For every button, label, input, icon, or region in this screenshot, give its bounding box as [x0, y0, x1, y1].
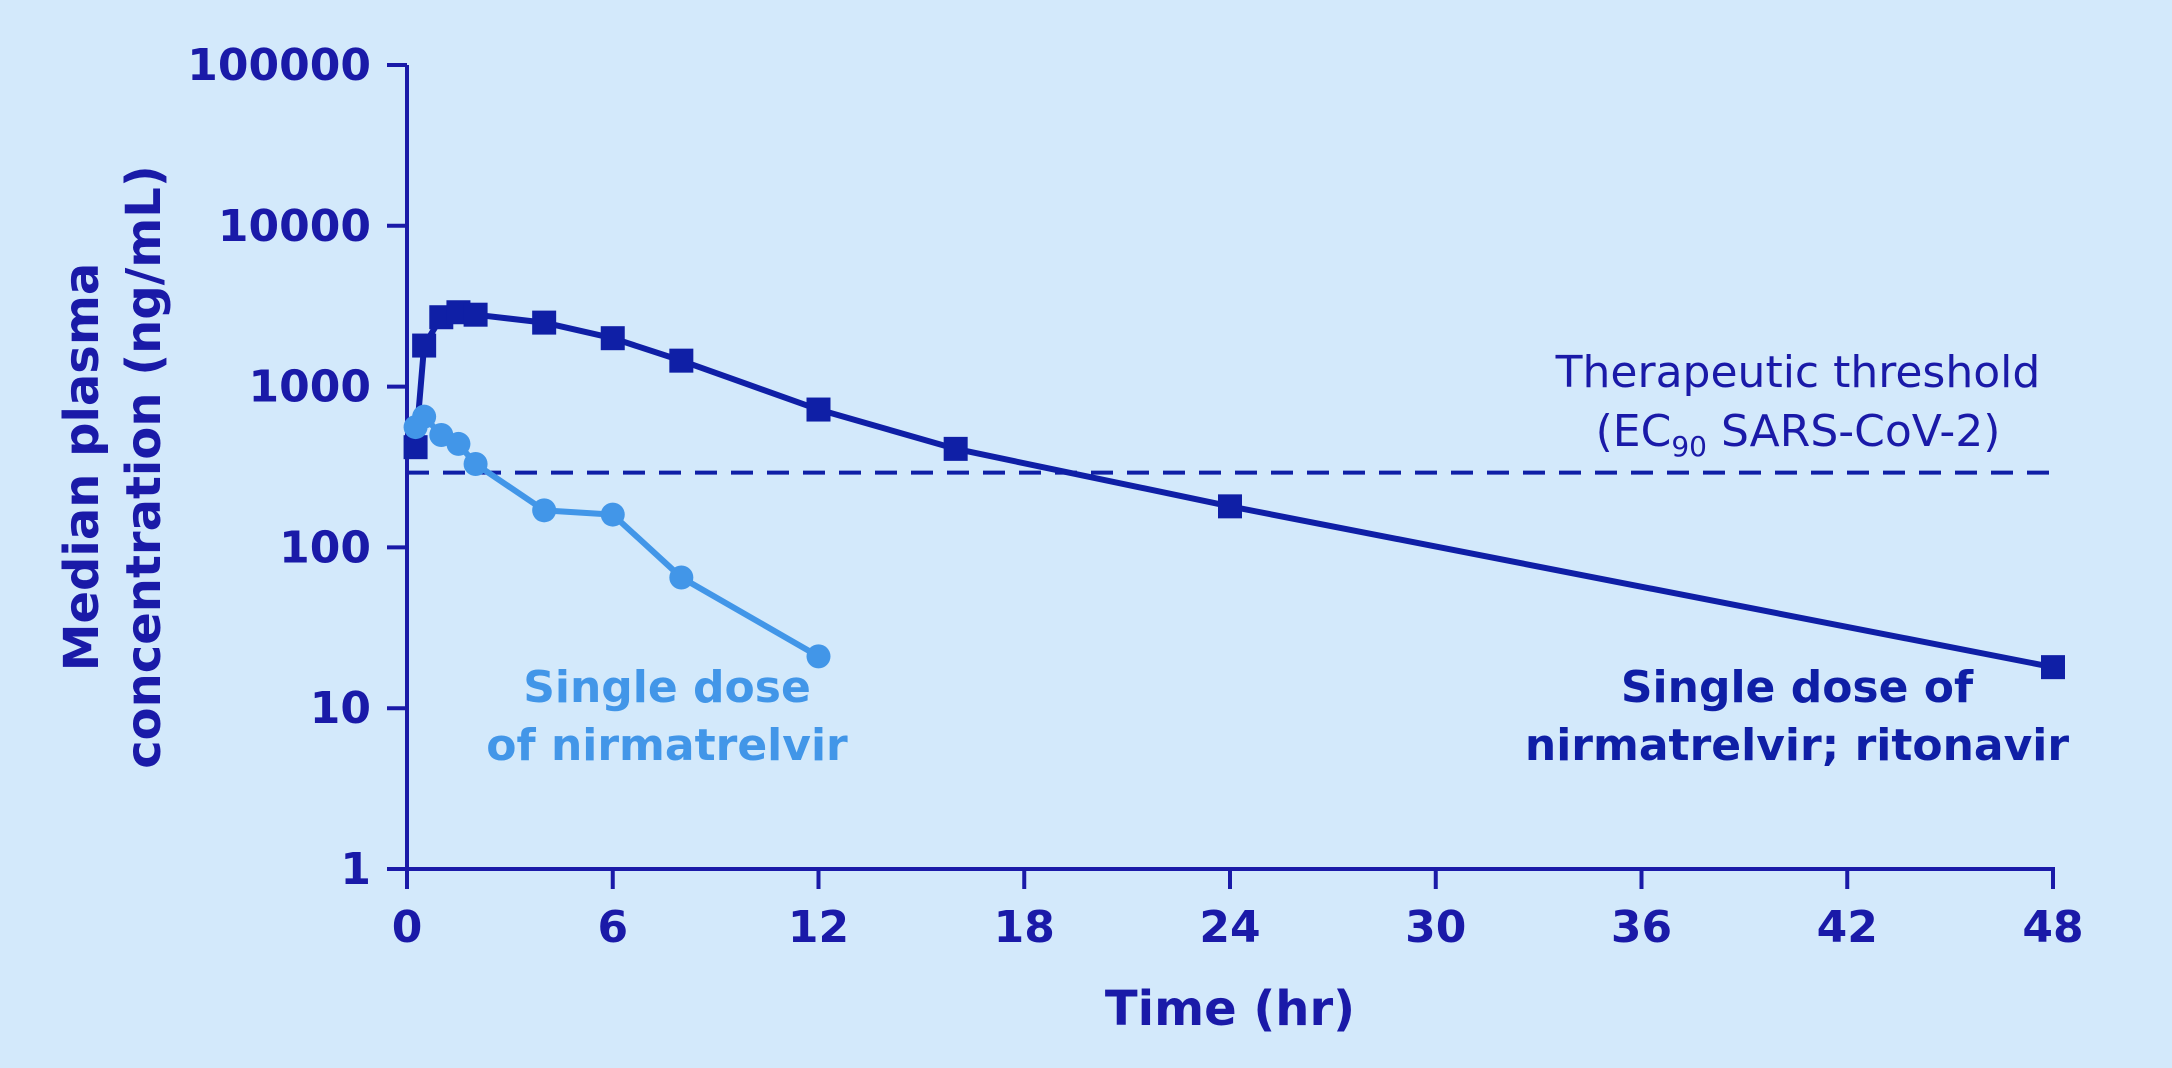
y-axis-title-line1: Median plasma — [54, 263, 110, 672]
series-label-dark-line1: Single dose of — [1621, 662, 1974, 713]
data-point-square — [669, 348, 694, 373]
y-tick-label: 10000 — [218, 201, 371, 252]
x-tick-label: 6 — [597, 902, 628, 953]
labels-group: Single dose of nirmatrelvir; ritonavir Sin… — [486, 347, 2069, 771]
data-point-square — [600, 326, 625, 351]
data-point-square — [532, 310, 557, 335]
threshold-label-line1: Therapeutic threshold — [1555, 347, 2041, 398]
data-point-circle — [806, 644, 831, 669]
x-tick-label: 42 — [1817, 902, 1878, 953]
threshold-label-line2: (EC90 SARS-CoV-2) — [1596, 406, 2001, 463]
data-point-square — [2041, 655, 2065, 680]
x-tick-label: 0 — [392, 902, 423, 953]
x-tick-label: 12 — [788, 902, 849, 953]
x-axis-title: Time (hr) — [1105, 981, 1355, 1037]
y-tick-label: 100000 — [187, 40, 371, 91]
data-point-square — [943, 436, 968, 461]
x-tick-label: 24 — [1199, 902, 1260, 953]
y-tick-label: 10 — [310, 683, 371, 734]
data-point-circle — [532, 498, 557, 523]
data-point-square — [463, 302, 488, 327]
data-point-square — [403, 435, 428, 460]
series-label-dark-line2: nirmatrelvir; ritonavir — [1525, 720, 2070, 771]
y-axis-title-line2: concentration (ng/mL) — [116, 165, 172, 769]
data-point-square — [1218, 494, 1242, 519]
y-tick-label: 1 — [340, 844, 371, 895]
data-point-square — [412, 333, 437, 358]
data-point-circle — [412, 404, 437, 429]
data-point-circle — [463, 452, 488, 477]
data-point-circle — [600, 502, 625, 527]
x-tick-label: 18 — [994, 902, 1055, 953]
y-tick-label: 100 — [279, 522, 371, 573]
data-point-square — [806, 397, 831, 422]
axes-group: 1 10 100 1000 10000 100000 0 6 12 18 24 30 36 42 48 Tim… — [54, 40, 2084, 1037]
x-tick-label: 30 — [1405, 902, 1466, 953]
y-tick-label: 1000 — [249, 362, 371, 413]
threshold-label-suffix: SARS-CoV-2) — [1707, 406, 2000, 457]
threshold-label-prefix: (EC — [1596, 406, 1672, 457]
data-point-circle — [669, 565, 694, 590]
series-label-light-line1: Single dose — [523, 662, 811, 713]
threshold-label-subscript: 90 — [1671, 430, 1707, 463]
series-label-light-line2: of nirmatrelvir — [486, 720, 848, 771]
x-tick-label: 36 — [1611, 902, 1672, 953]
data-point-circle — [446, 431, 471, 456]
series-group — [403, 300, 2065, 680]
x-tick-label: 48 — [2022, 902, 2083, 953]
